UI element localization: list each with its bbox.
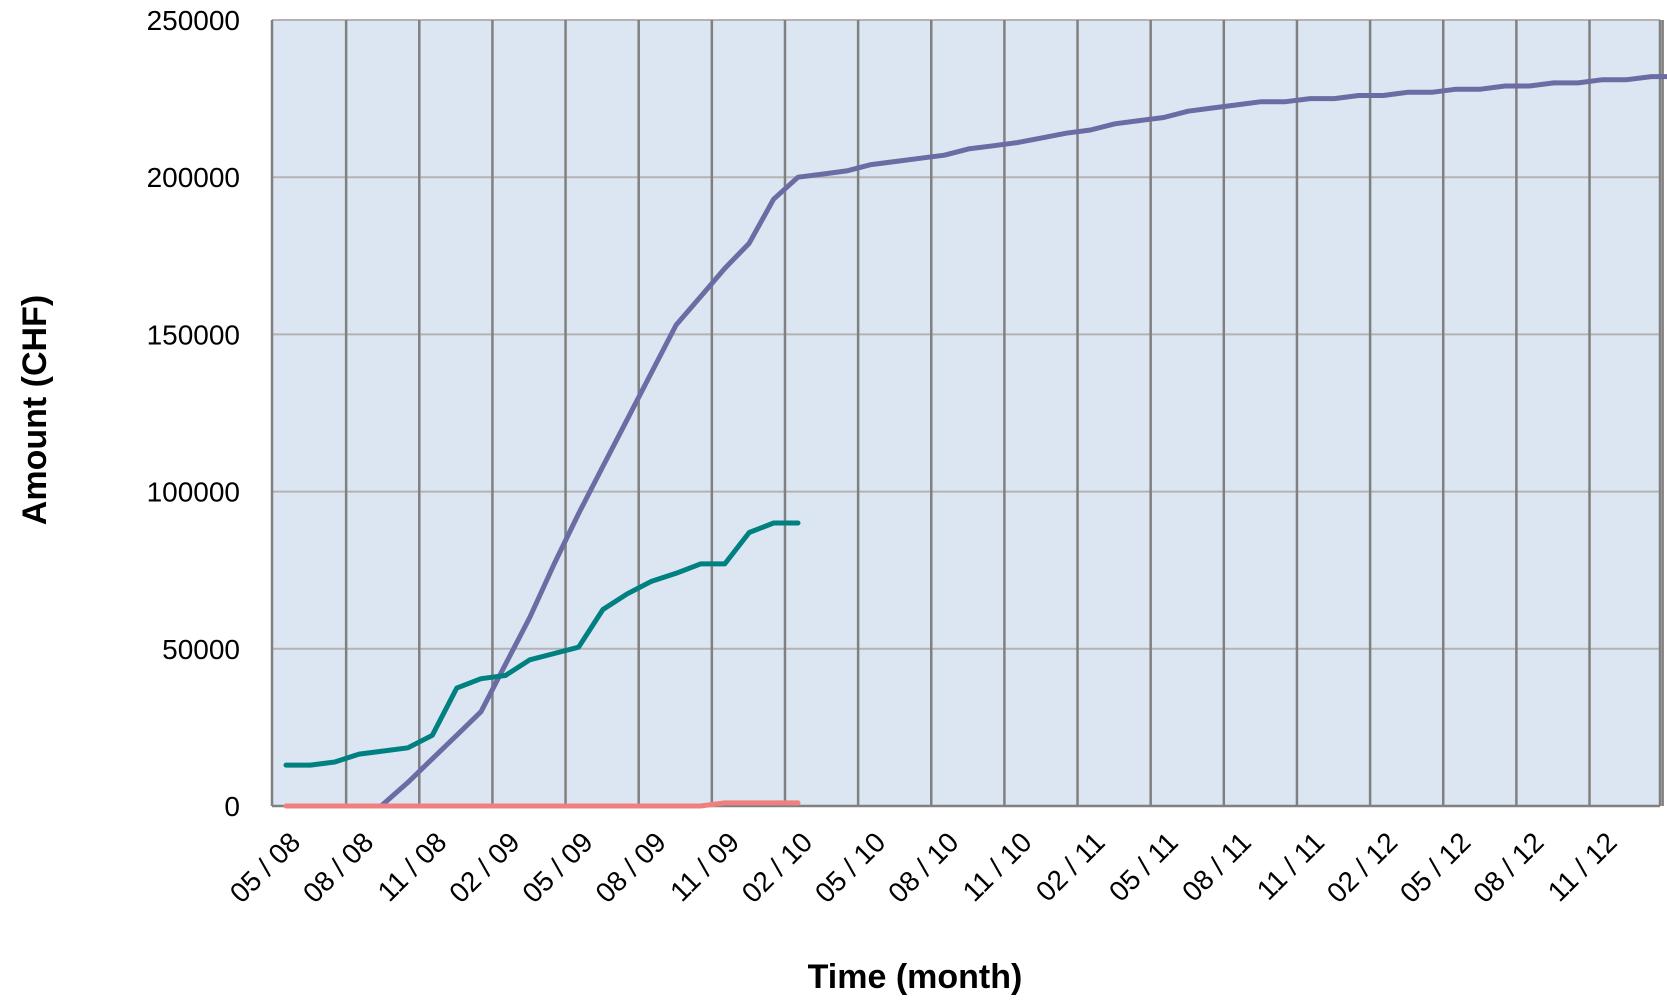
x-tick-label: 05 / 11 — [1103, 826, 1184, 907]
x-axis-title: Time (month) — [808, 958, 1023, 996]
x-tick-label: 08 / 12 — [1467, 826, 1549, 908]
y-tick-label: 200000 — [147, 162, 240, 193]
y-tick-label: 50000 — [162, 634, 240, 665]
x-tick-label: 11 / 12 — [1542, 826, 1623, 907]
y-axis-ticks: 0 50000 100000 150000 200000 250000 — [147, 5, 240, 822]
x-tick-label: 05 / 10 — [809, 826, 891, 908]
x-tick-label: 05 / 08 — [224, 826, 306, 908]
x-tick-label: 08 / 09 — [589, 826, 671, 908]
x-tick-label: 08 / 11 — [1176, 826, 1257, 907]
plot-area — [272, 20, 1660, 806]
x-tick-label: 11 / 08 — [372, 826, 453, 907]
grid-lines — [270, 19, 1664, 808]
x-tick-label: 11 / 10 — [957, 826, 1038, 907]
series-line-2 — [283, 520, 801, 768]
x-tick-label: 08 / 10 — [882, 826, 964, 908]
series-line-1 — [378, 74, 1667, 809]
x-tick-label: 02 / 09 — [443, 826, 525, 908]
x-tick-label: 02 / 11 — [1030, 826, 1111, 907]
x-tick-label: 02 / 10 — [736, 826, 818, 908]
x-tick-label: 05 / 09 — [516, 826, 598, 908]
x-tick-label: 11 / 09 — [664, 826, 745, 907]
y-tick-label: 250000 — [147, 5, 240, 36]
series-layer — [283, 74, 1667, 809]
series-line-3 — [283, 800, 801, 809]
y-tick-label: 100000 — [147, 477, 240, 508]
y-tick-label: 150000 — [147, 319, 240, 350]
x-tick-label: 02 / 12 — [1321, 826, 1403, 908]
x-tick-label: 05 / 12 — [1394, 826, 1476, 908]
y-axis-title: Amount (CHF) — [16, 295, 54, 525]
x-tick-label: 11 / 11 — [1251, 826, 1331, 906]
x-tick-label: 08 / 08 — [297, 826, 379, 908]
y-tick-label: 0 — [224, 791, 240, 822]
plot-background — [272, 20, 1660, 806]
